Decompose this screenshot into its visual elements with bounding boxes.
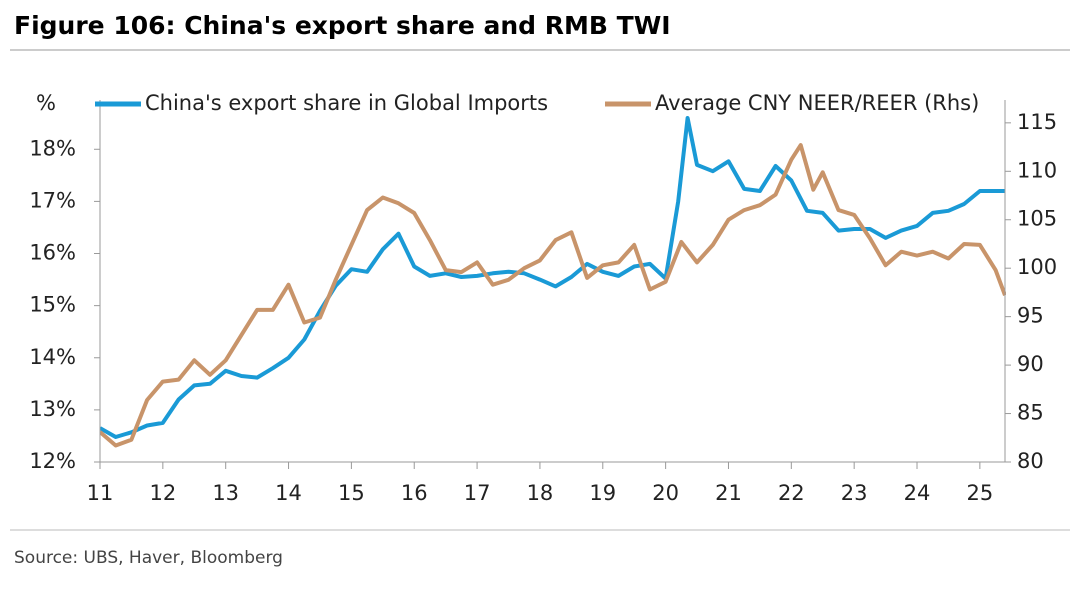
chart-title: Figure 106: China's export share and RMB… bbox=[14, 11, 671, 40]
x-tick-label: 23 bbox=[841, 481, 868, 505]
y2-tick-label: 80 bbox=[1017, 449, 1044, 473]
y2-tick-label: 115 bbox=[1017, 110, 1057, 134]
y2-tick-label: 85 bbox=[1017, 401, 1044, 425]
y-tick-label: 12% bbox=[29, 449, 76, 473]
x-tick-label: 15 bbox=[338, 481, 365, 505]
y-tick-label: 17% bbox=[29, 188, 76, 212]
source: Source: UBS, Haver, Bloomberg bbox=[14, 548, 283, 568]
y2-tick-label: 90 bbox=[1017, 352, 1044, 376]
x-tick-label: 17 bbox=[464, 481, 491, 505]
x-tick-label: 21 bbox=[715, 481, 742, 505]
x-tick-label: 16 bbox=[401, 481, 428, 505]
y2-tick-label: 105 bbox=[1017, 207, 1057, 231]
x-tick-label: 25 bbox=[966, 481, 993, 505]
x-tick-label: 18 bbox=[527, 481, 554, 505]
y2-tick-label: 110 bbox=[1017, 158, 1057, 182]
x-tick-label: 13 bbox=[212, 481, 239, 505]
x-tick-label: 24 bbox=[904, 481, 931, 505]
x-tick-label: 11 bbox=[87, 481, 114, 505]
x-tick-label: 22 bbox=[778, 481, 805, 505]
legend-label: China's export share in Global Imports bbox=[145, 91, 548, 115]
y-tick-label: 18% bbox=[29, 136, 76, 160]
series-line bbox=[100, 116, 1005, 439]
y-tick-label: 16% bbox=[29, 241, 76, 265]
y2-tick-label: 100 bbox=[1017, 255, 1057, 279]
y-axis-label: % bbox=[36, 91, 56, 115]
legend-label: Average CNY NEER/REER (Rhs) bbox=[655, 91, 979, 115]
y-tick-label: 13% bbox=[29, 397, 76, 421]
series-line bbox=[100, 143, 1006, 448]
x-tick-label: 12 bbox=[149, 481, 176, 505]
x-tick-label: 20 bbox=[652, 481, 679, 505]
x-tick-label: 19 bbox=[589, 481, 616, 505]
y-tick-label: 15% bbox=[29, 293, 76, 317]
y-tick-label: 14% bbox=[29, 345, 76, 369]
x-tick-label: 14 bbox=[275, 481, 302, 505]
plot-area bbox=[100, 116, 1006, 448]
y2-tick-label: 95 bbox=[1017, 304, 1044, 328]
